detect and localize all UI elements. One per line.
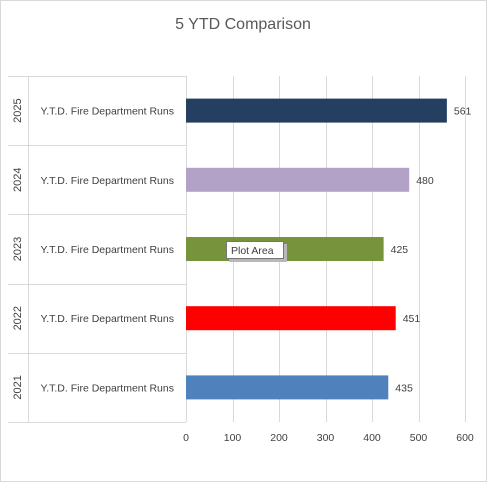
year-label-2024: 2024: [12, 168, 24, 192]
bar-2024[interactable]: [186, 167, 410, 192]
x-tick-label: 200: [270, 432, 288, 444]
year-label-2022: 2022: [12, 306, 24, 330]
bar-2021[interactable]: [186, 375, 389, 400]
year-label-2021: 2021: [12, 375, 24, 399]
chart-title: 5 YTD Comparison: [175, 16, 311, 33]
category-label-2022: Y.T.D. Fire Department Runs: [41, 313, 174, 325]
x-tick-label: 500: [410, 432, 428, 444]
plot-area-tooltip: Plot Area: [226, 241, 287, 262]
data-label-2025: 561: [454, 106, 472, 118]
x-tick-label: 0: [183, 432, 189, 444]
value-axis-ticks: 0 100 200 300 400 500 600: [183, 432, 474, 444]
category-label-2021: Y.T.D. Fire Department Runs: [41, 382, 174, 394]
x-tick-label: 600: [456, 432, 474, 444]
category-label-2023: Y.T.D. Fire Department Runs: [41, 244, 174, 256]
x-tick-label: 400: [363, 432, 381, 444]
tooltip-label: Plot Area: [231, 245, 274, 257]
category-label-2025: Y.T.D. Fire Department Runs: [41, 106, 174, 118]
category-axis: 2025 Y.T.D. Fire Department Runs 2024 Y.T.D…: [8, 76, 186, 423]
data-label-2023: 425: [391, 244, 409, 256]
data-label-2022: 451: [403, 313, 421, 325]
bar-2025[interactable]: [186, 98, 447, 123]
data-label-2021: 435: [395, 382, 413, 394]
x-tick-label: 300: [317, 432, 335, 444]
year-label-2025: 2025: [12, 98, 24, 122]
data-label-2024: 480: [416, 175, 434, 187]
x-tick-label: 100: [224, 432, 242, 444]
category-label-2024: Y.T.D. Fire Department Runs: [41, 175, 174, 187]
tooltip-box: [226, 241, 284, 259]
bar-2022[interactable]: [186, 306, 396, 331]
year-label-2023: 2023: [12, 237, 24, 261]
gridlines: [186, 76, 466, 422]
